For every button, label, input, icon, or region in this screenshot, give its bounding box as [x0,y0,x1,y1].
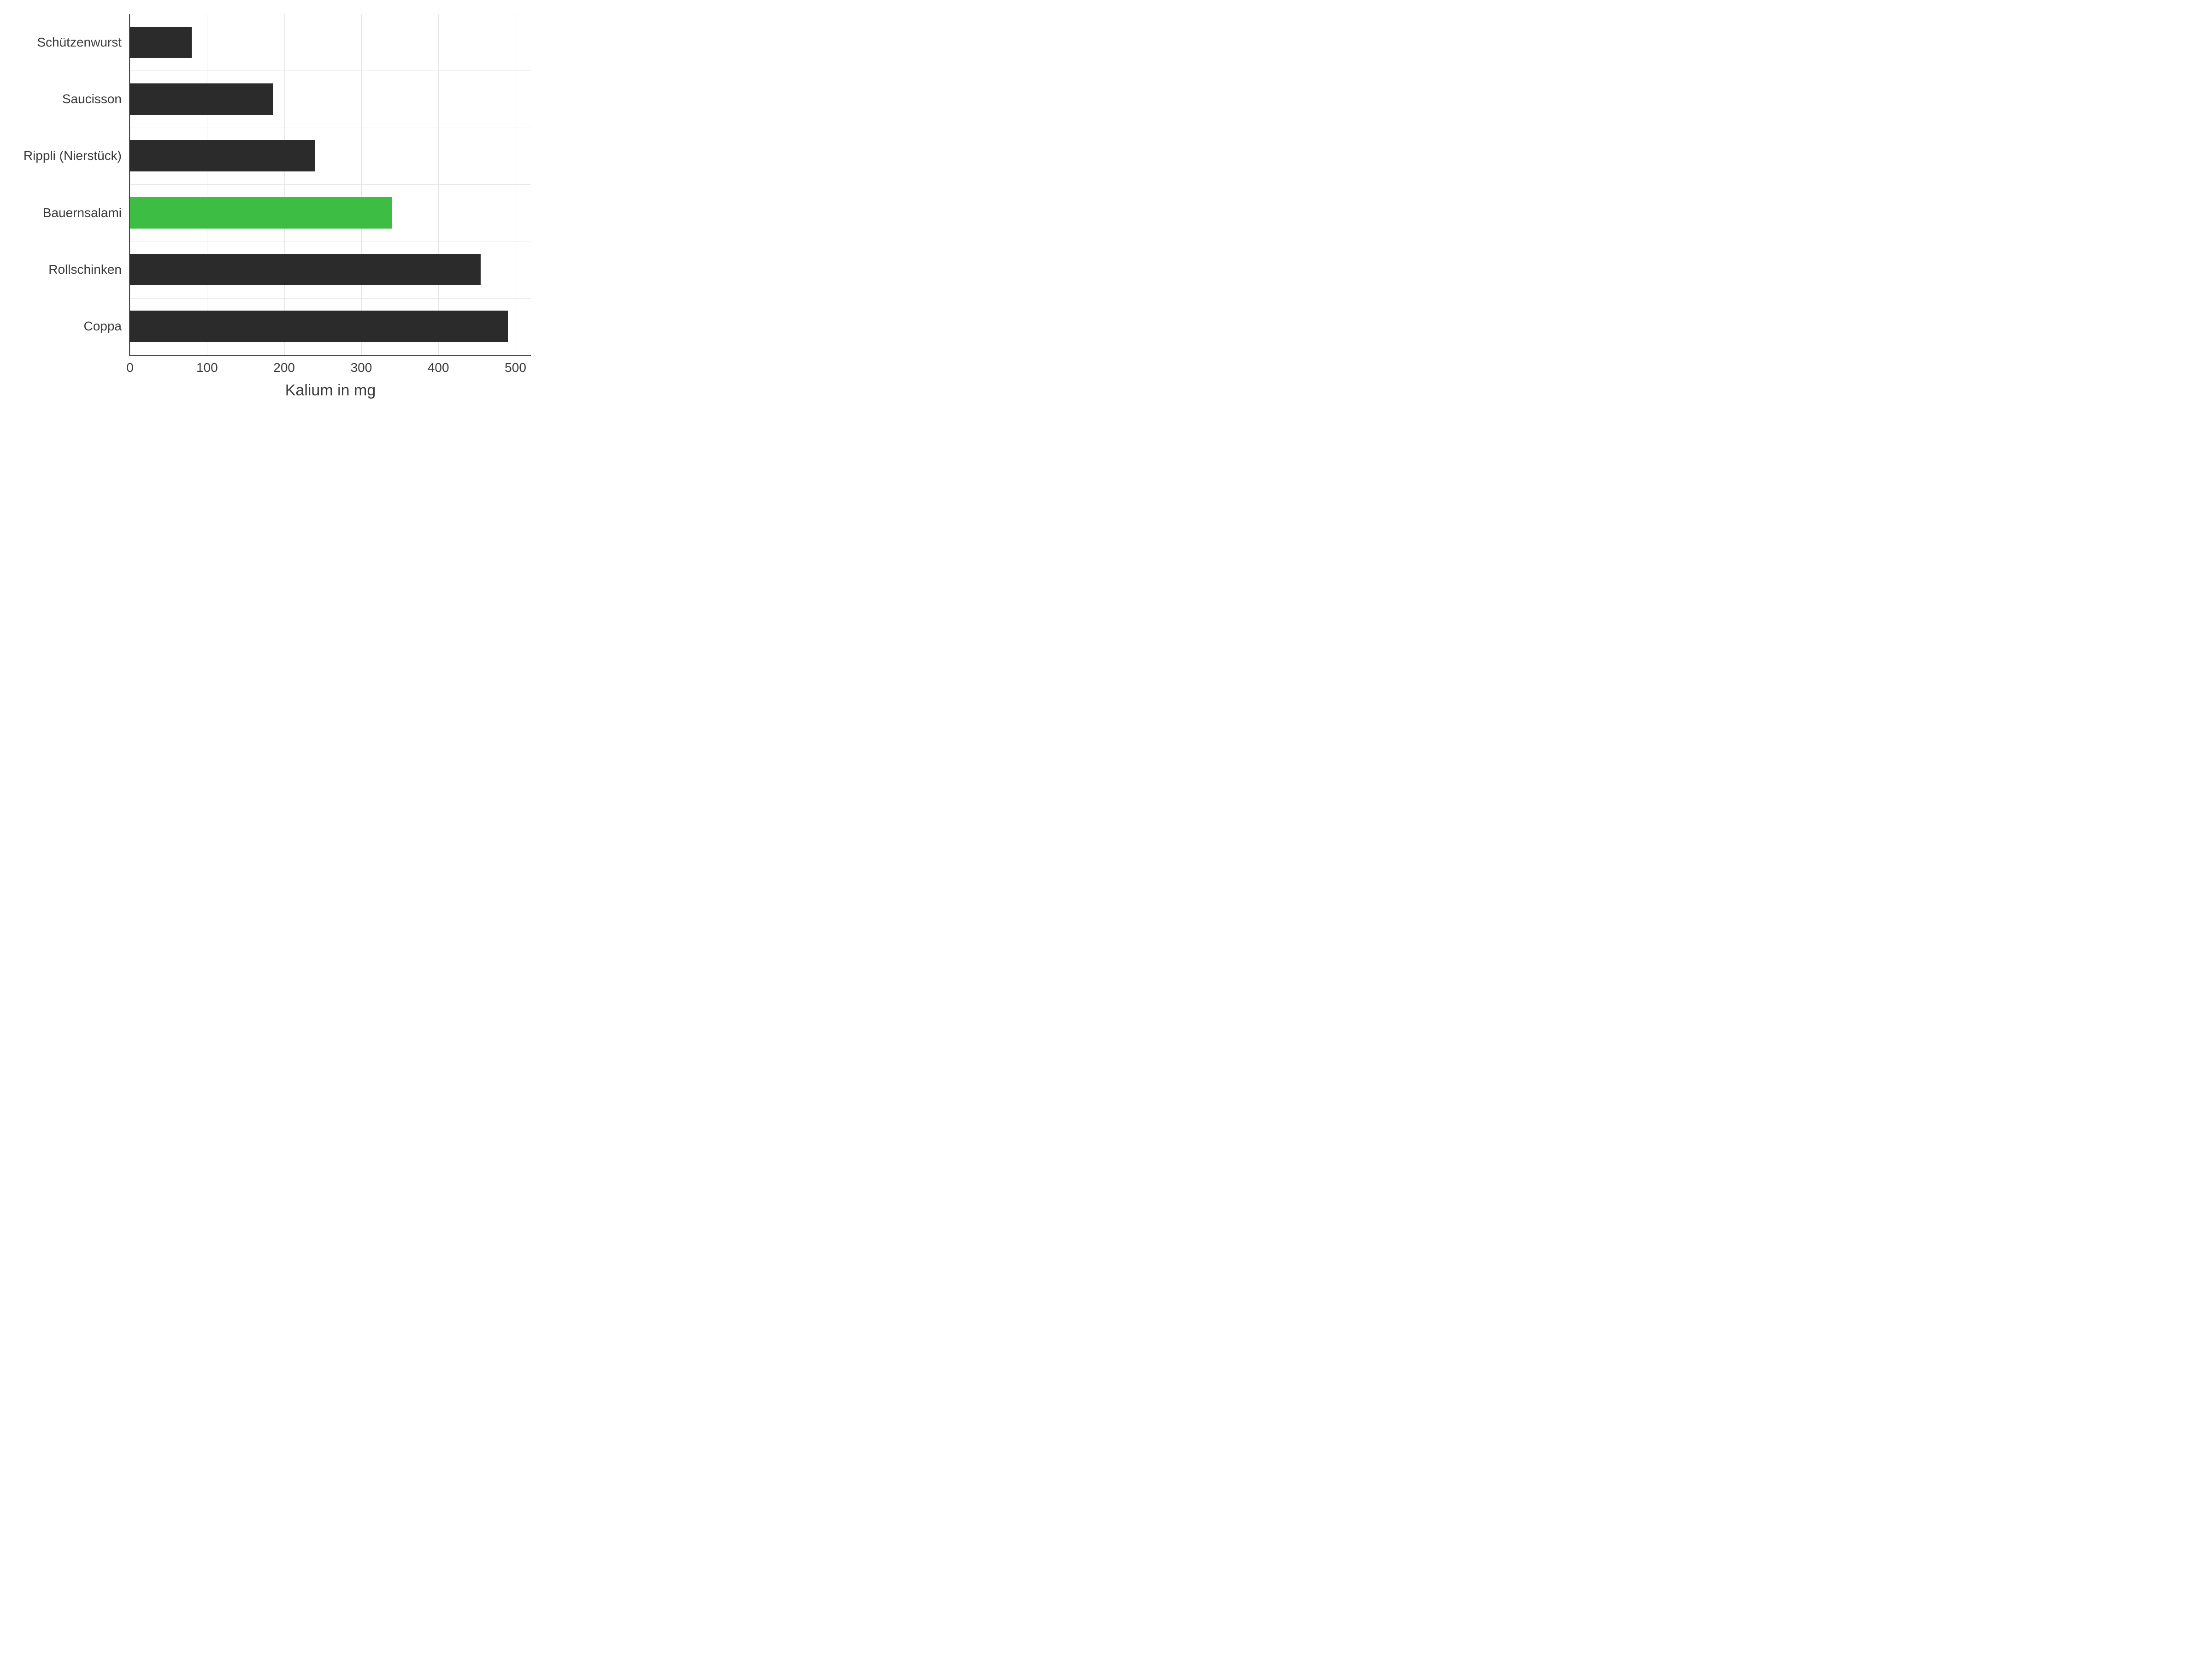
y-tick-label: Rippli (Nierstück) [24,148,130,163]
x-tick-label: 100 [196,355,218,375]
y-tick-label: Schützenwurst [37,35,130,50]
x-axis-label: Kalium in mg [285,382,376,400]
y-tick-label: Rollschinken [48,262,130,277]
x-tick-label: 0 [126,355,134,375]
bar [130,83,273,115]
bar [130,197,392,229]
gridline-horizontal [130,298,531,299]
x-tick-label: 500 [505,355,526,375]
bar [130,311,508,342]
bar [130,140,315,171]
x-tick-label: 300 [351,355,372,375]
gridline-horizontal [130,184,531,185]
plot-area: Kalium in mg 0100200300400500Schützenwur… [129,14,531,356]
x-tick-label: 400 [428,355,449,375]
bar [130,27,192,58]
y-tick-label: Bauernsalami [43,206,130,220]
x-tick-label: 200 [273,355,295,375]
y-tick-label: Saucisson [62,92,130,106]
bar [130,254,481,285]
y-tick-label: Coppa [83,319,130,334]
chart-container: Kalium in mg 0 100 200 300 400 500 Schützenwur… [0,0,553,415]
